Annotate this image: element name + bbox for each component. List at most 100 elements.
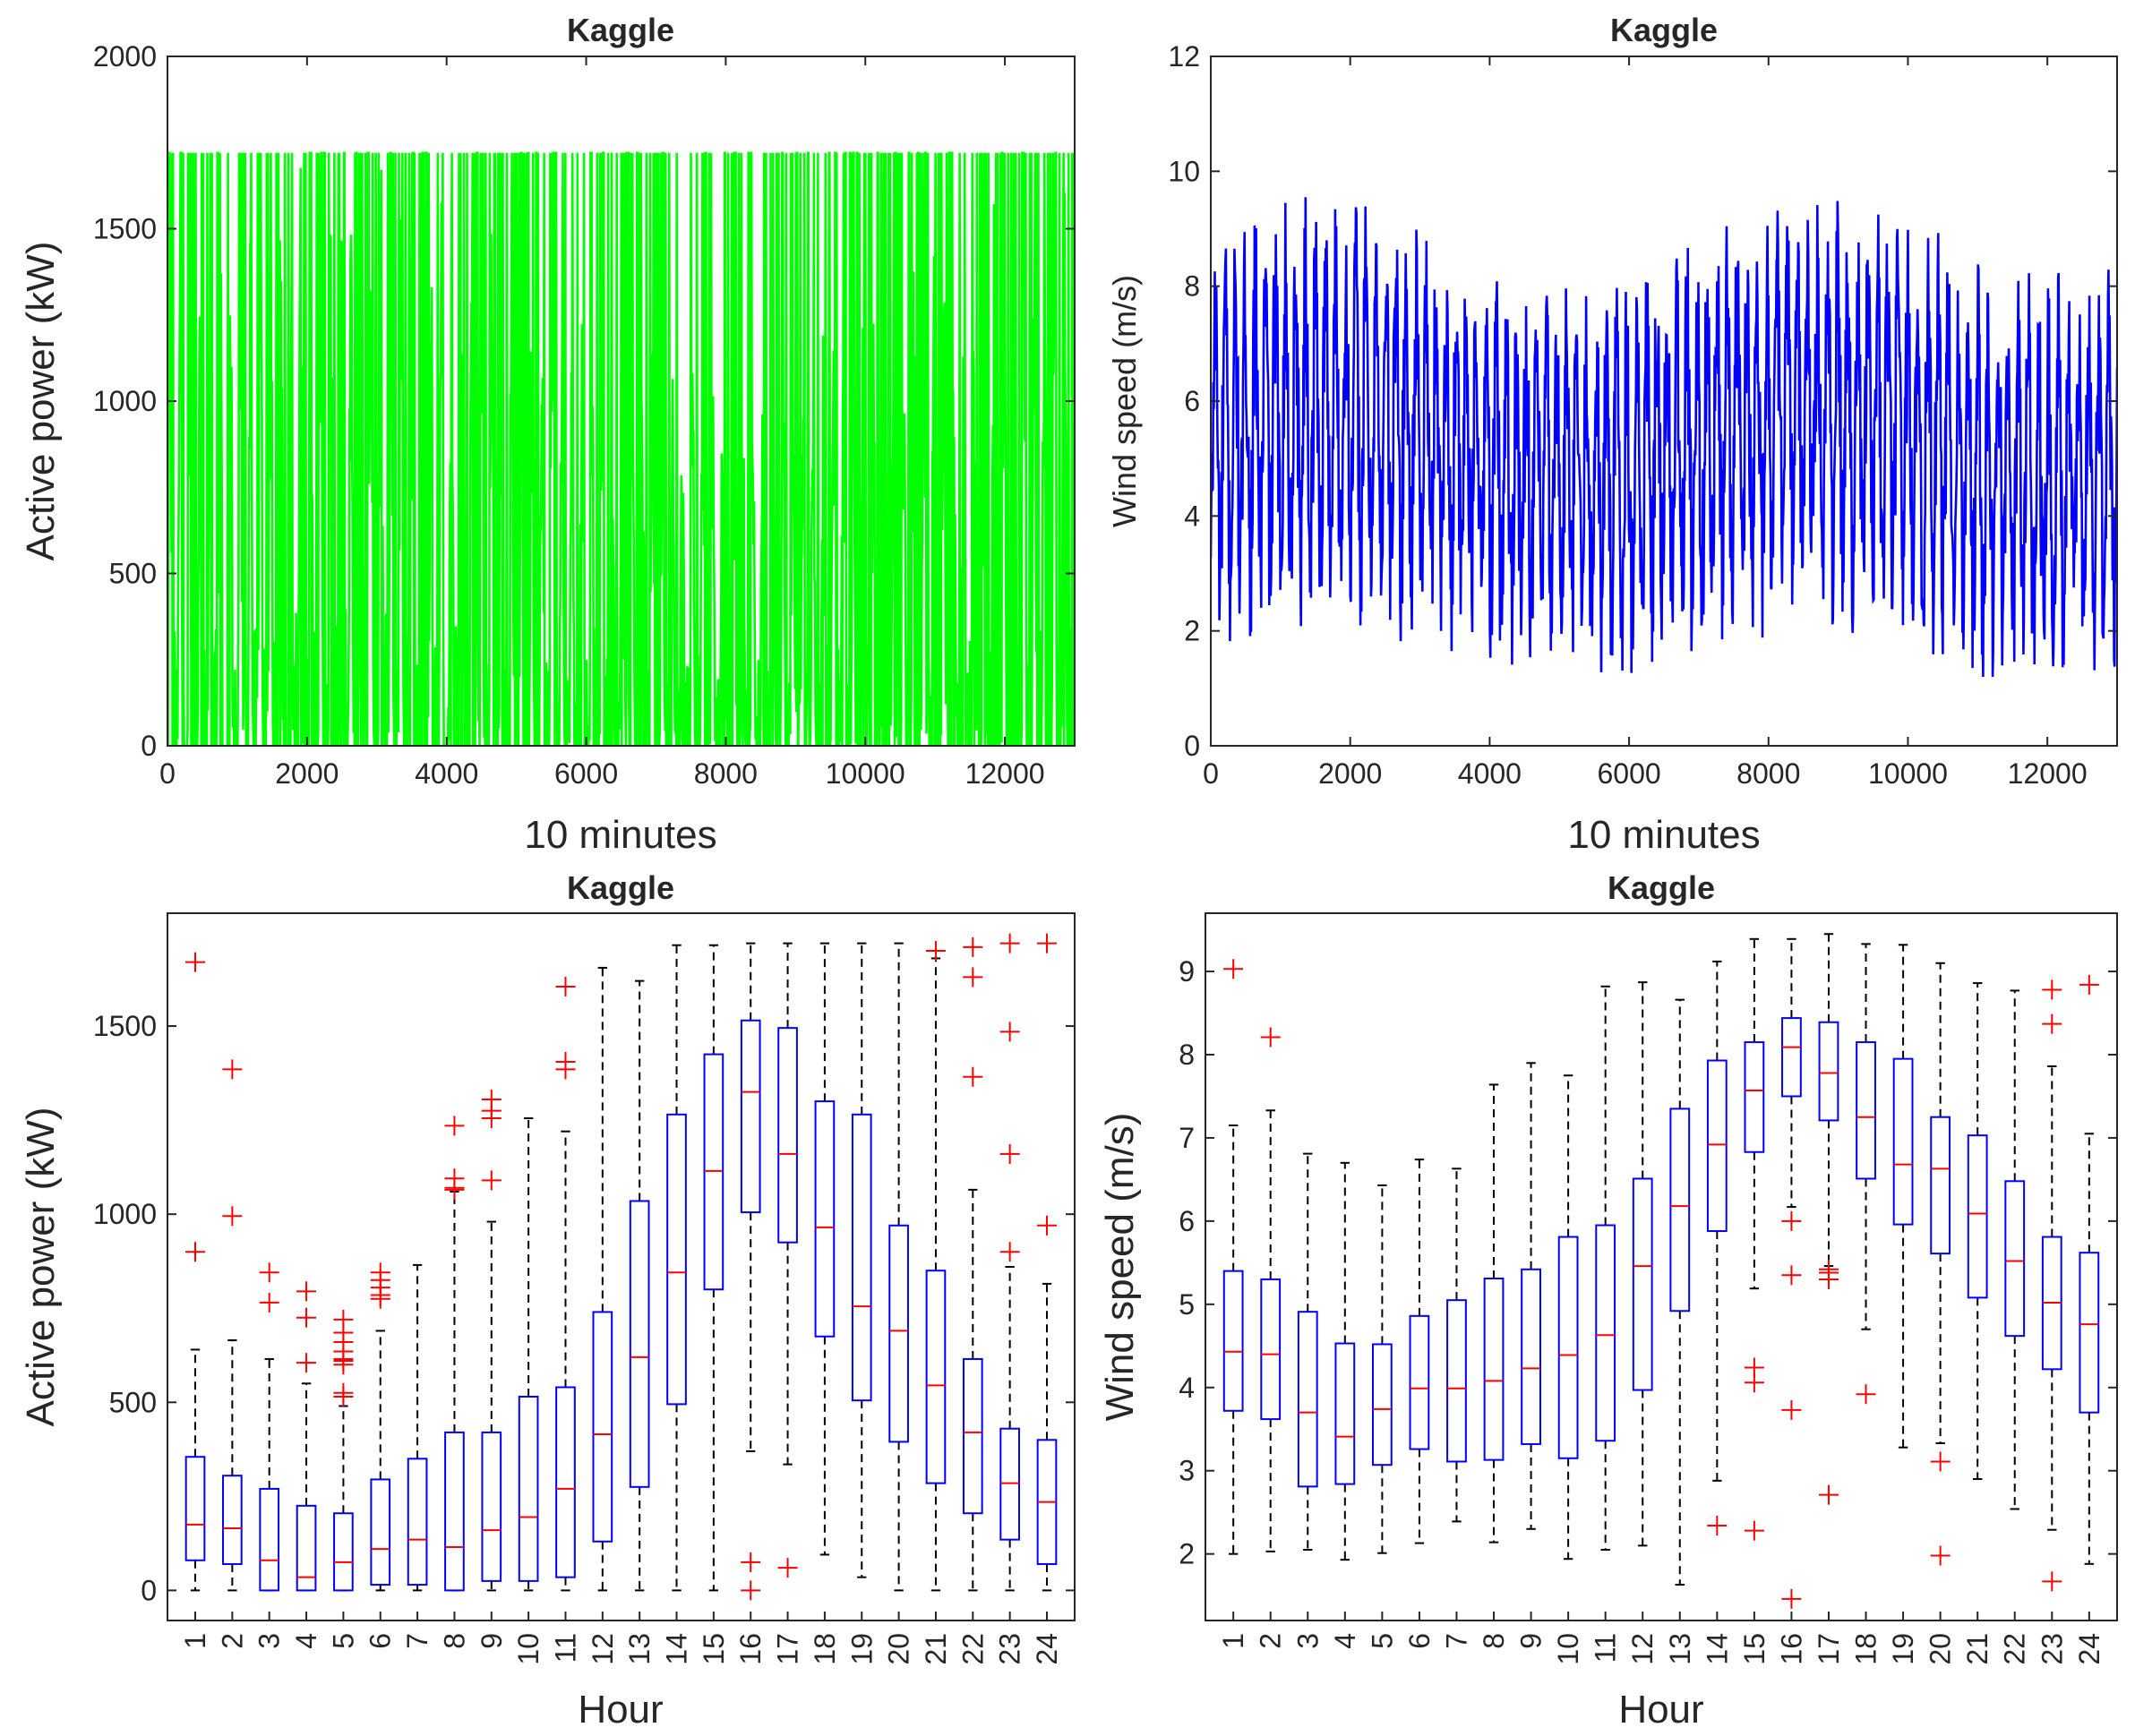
y-tick-label: 4 bbox=[1179, 1372, 1195, 1404]
box-hour-17 bbox=[777, 942, 798, 1578]
iqr-box bbox=[1856, 1041, 1876, 1180]
box-hour-19 bbox=[851, 942, 872, 1578]
iqr-box bbox=[1930, 1116, 1951, 1255]
y-tick-label: 12 bbox=[1168, 40, 1200, 73]
outlier-marker bbox=[1856, 1384, 1876, 1405]
iqr-box bbox=[1334, 1342, 1356, 1485]
x-tick-label: 10 bbox=[512, 1633, 544, 1665]
x-tick-label: 8 bbox=[1478, 1633, 1510, 1649]
box-hour-20 bbox=[1930, 962, 1951, 1566]
box-hour-10 bbox=[518, 1117, 539, 1592]
iqr-box bbox=[1521, 1268, 1541, 1445]
box-hour-22 bbox=[2004, 989, 2026, 1510]
iqr-box bbox=[1744, 1041, 1765, 1153]
box-hour-13 bbox=[1669, 998, 1691, 1586]
outlier-marker bbox=[1744, 1357, 1764, 1378]
outlier-marker bbox=[222, 1059, 243, 1080]
iqr-box bbox=[777, 1027, 798, 1244]
iqr-box bbox=[259, 1487, 280, 1592]
outlier-marker bbox=[963, 967, 983, 988]
x-tick-label: 22 bbox=[1999, 1633, 2031, 1665]
outlier-marker bbox=[1930, 1545, 1951, 1566]
x-axis-label: 10 minutes bbox=[524, 813, 716, 857]
x-tick-label: 7 bbox=[401, 1633, 433, 1649]
x-tick-label: 19 bbox=[1887, 1633, 1919, 1665]
y-tick-label: 4 bbox=[1184, 500, 1200, 532]
outlier-marker bbox=[185, 1242, 206, 1262]
y-axis-label: Active power (kW) bbox=[19, 1107, 63, 1427]
y-axis-label: Wind speed (m/s) bbox=[1098, 1113, 1142, 1422]
box-hour-9 bbox=[481, 1090, 502, 1592]
outlier-marker bbox=[333, 1309, 354, 1330]
x-tick-label: 18 bbox=[1850, 1633, 1882, 1665]
outlier-marker bbox=[741, 1552, 761, 1572]
x-tick-label: 23 bbox=[2036, 1633, 2068, 1665]
box-hour-6 bbox=[1409, 1159, 1430, 1544]
box-hour-5 bbox=[333, 1309, 354, 1592]
x-tick-label: 6000 bbox=[554, 757, 618, 790]
x-axis-label: 10 minutes bbox=[1567, 813, 1760, 857]
iqr-box bbox=[962, 1357, 983, 1515]
outlier-marker bbox=[481, 1090, 502, 1110]
box-hour-23 bbox=[2041, 979, 2062, 1592]
iqr-box bbox=[814, 1100, 836, 1338]
x-tick-label: 4 bbox=[290, 1633, 322, 1649]
axes-box bbox=[1205, 912, 2118, 1621]
x-tick-label: 0 bbox=[159, 757, 176, 790]
x-tick-label: 13 bbox=[1664, 1633, 1696, 1665]
iqr-box bbox=[481, 1431, 502, 1582]
iqr-box bbox=[370, 1478, 391, 1586]
outlier-marker bbox=[296, 1281, 317, 1302]
box-hour-20 bbox=[888, 942, 909, 1592]
x-tick-label: 2 bbox=[1255, 1633, 1287, 1649]
iqr-box bbox=[1632, 1177, 1653, 1391]
box-hour-4 bbox=[296, 1281, 317, 1592]
x-tick-label: 6 bbox=[1403, 1633, 1436, 1649]
outlier-marker bbox=[222, 1206, 243, 1227]
iqr-box bbox=[444, 1431, 465, 1592]
outlier-marker bbox=[370, 1262, 390, 1283]
outlier-marker bbox=[925, 941, 946, 962]
outlier-marker bbox=[1707, 1516, 1728, 1536]
iqr-box bbox=[1595, 1224, 1616, 1442]
outlier-marker bbox=[1818, 1484, 1839, 1505]
box-hour-5 bbox=[1371, 1184, 1393, 1554]
x-tick-label: 3 bbox=[253, 1633, 286, 1649]
y-tick-label: 7 bbox=[1179, 1122, 1195, 1154]
x-tick-label: 9 bbox=[1515, 1633, 1548, 1649]
iqr-box bbox=[1967, 1134, 1988, 1299]
x-tick-label: 21 bbox=[920, 1633, 952, 1665]
box-hour-18 bbox=[1856, 943, 1876, 1405]
y-tick-label: 2000 bbox=[93, 40, 157, 73]
outlier-marker bbox=[999, 933, 1020, 954]
y-tick-label: 6 bbox=[1179, 1205, 1195, 1237]
series-line bbox=[167, 151, 1075, 746]
x-tick-label: 10000 bbox=[826, 757, 905, 790]
iqr-box bbox=[1483, 1278, 1505, 1461]
x-tick-label: 14 bbox=[1701, 1633, 1733, 1665]
y-tick-label: 0 bbox=[1184, 730, 1200, 762]
y-tick-label: 10 bbox=[1168, 155, 1200, 187]
x-tick-label: 4 bbox=[1329, 1633, 1361, 1649]
outlier-marker bbox=[999, 1143, 1020, 1164]
chart-title: Kaggle bbox=[567, 869, 674, 906]
box-hour-16 bbox=[1781, 937, 1802, 1609]
iqr-box bbox=[1781, 1017, 1802, 1098]
iqr-box bbox=[1892, 1057, 1914, 1226]
x-tick-label: 7 bbox=[1440, 1633, 1472, 1649]
iqr-box bbox=[666, 1113, 687, 1406]
x-tick-label: 12 bbox=[587, 1633, 619, 1665]
box-hour-11 bbox=[555, 976, 576, 1592]
axes-box bbox=[1210, 56, 2118, 747]
iqr-box bbox=[1371, 1343, 1393, 1467]
x-tick-label: 1 bbox=[179, 1633, 211, 1649]
y-tick-label: 3 bbox=[1179, 1455, 1195, 1487]
outlier-marker bbox=[333, 1382, 354, 1403]
box-hour-24 bbox=[2079, 974, 2100, 1565]
outlier-marker bbox=[2042, 1013, 2062, 1034]
box-hour-13 bbox=[629, 979, 650, 1592]
iqr-box bbox=[1409, 1314, 1430, 1450]
x-tick-label: 18 bbox=[809, 1633, 841, 1665]
